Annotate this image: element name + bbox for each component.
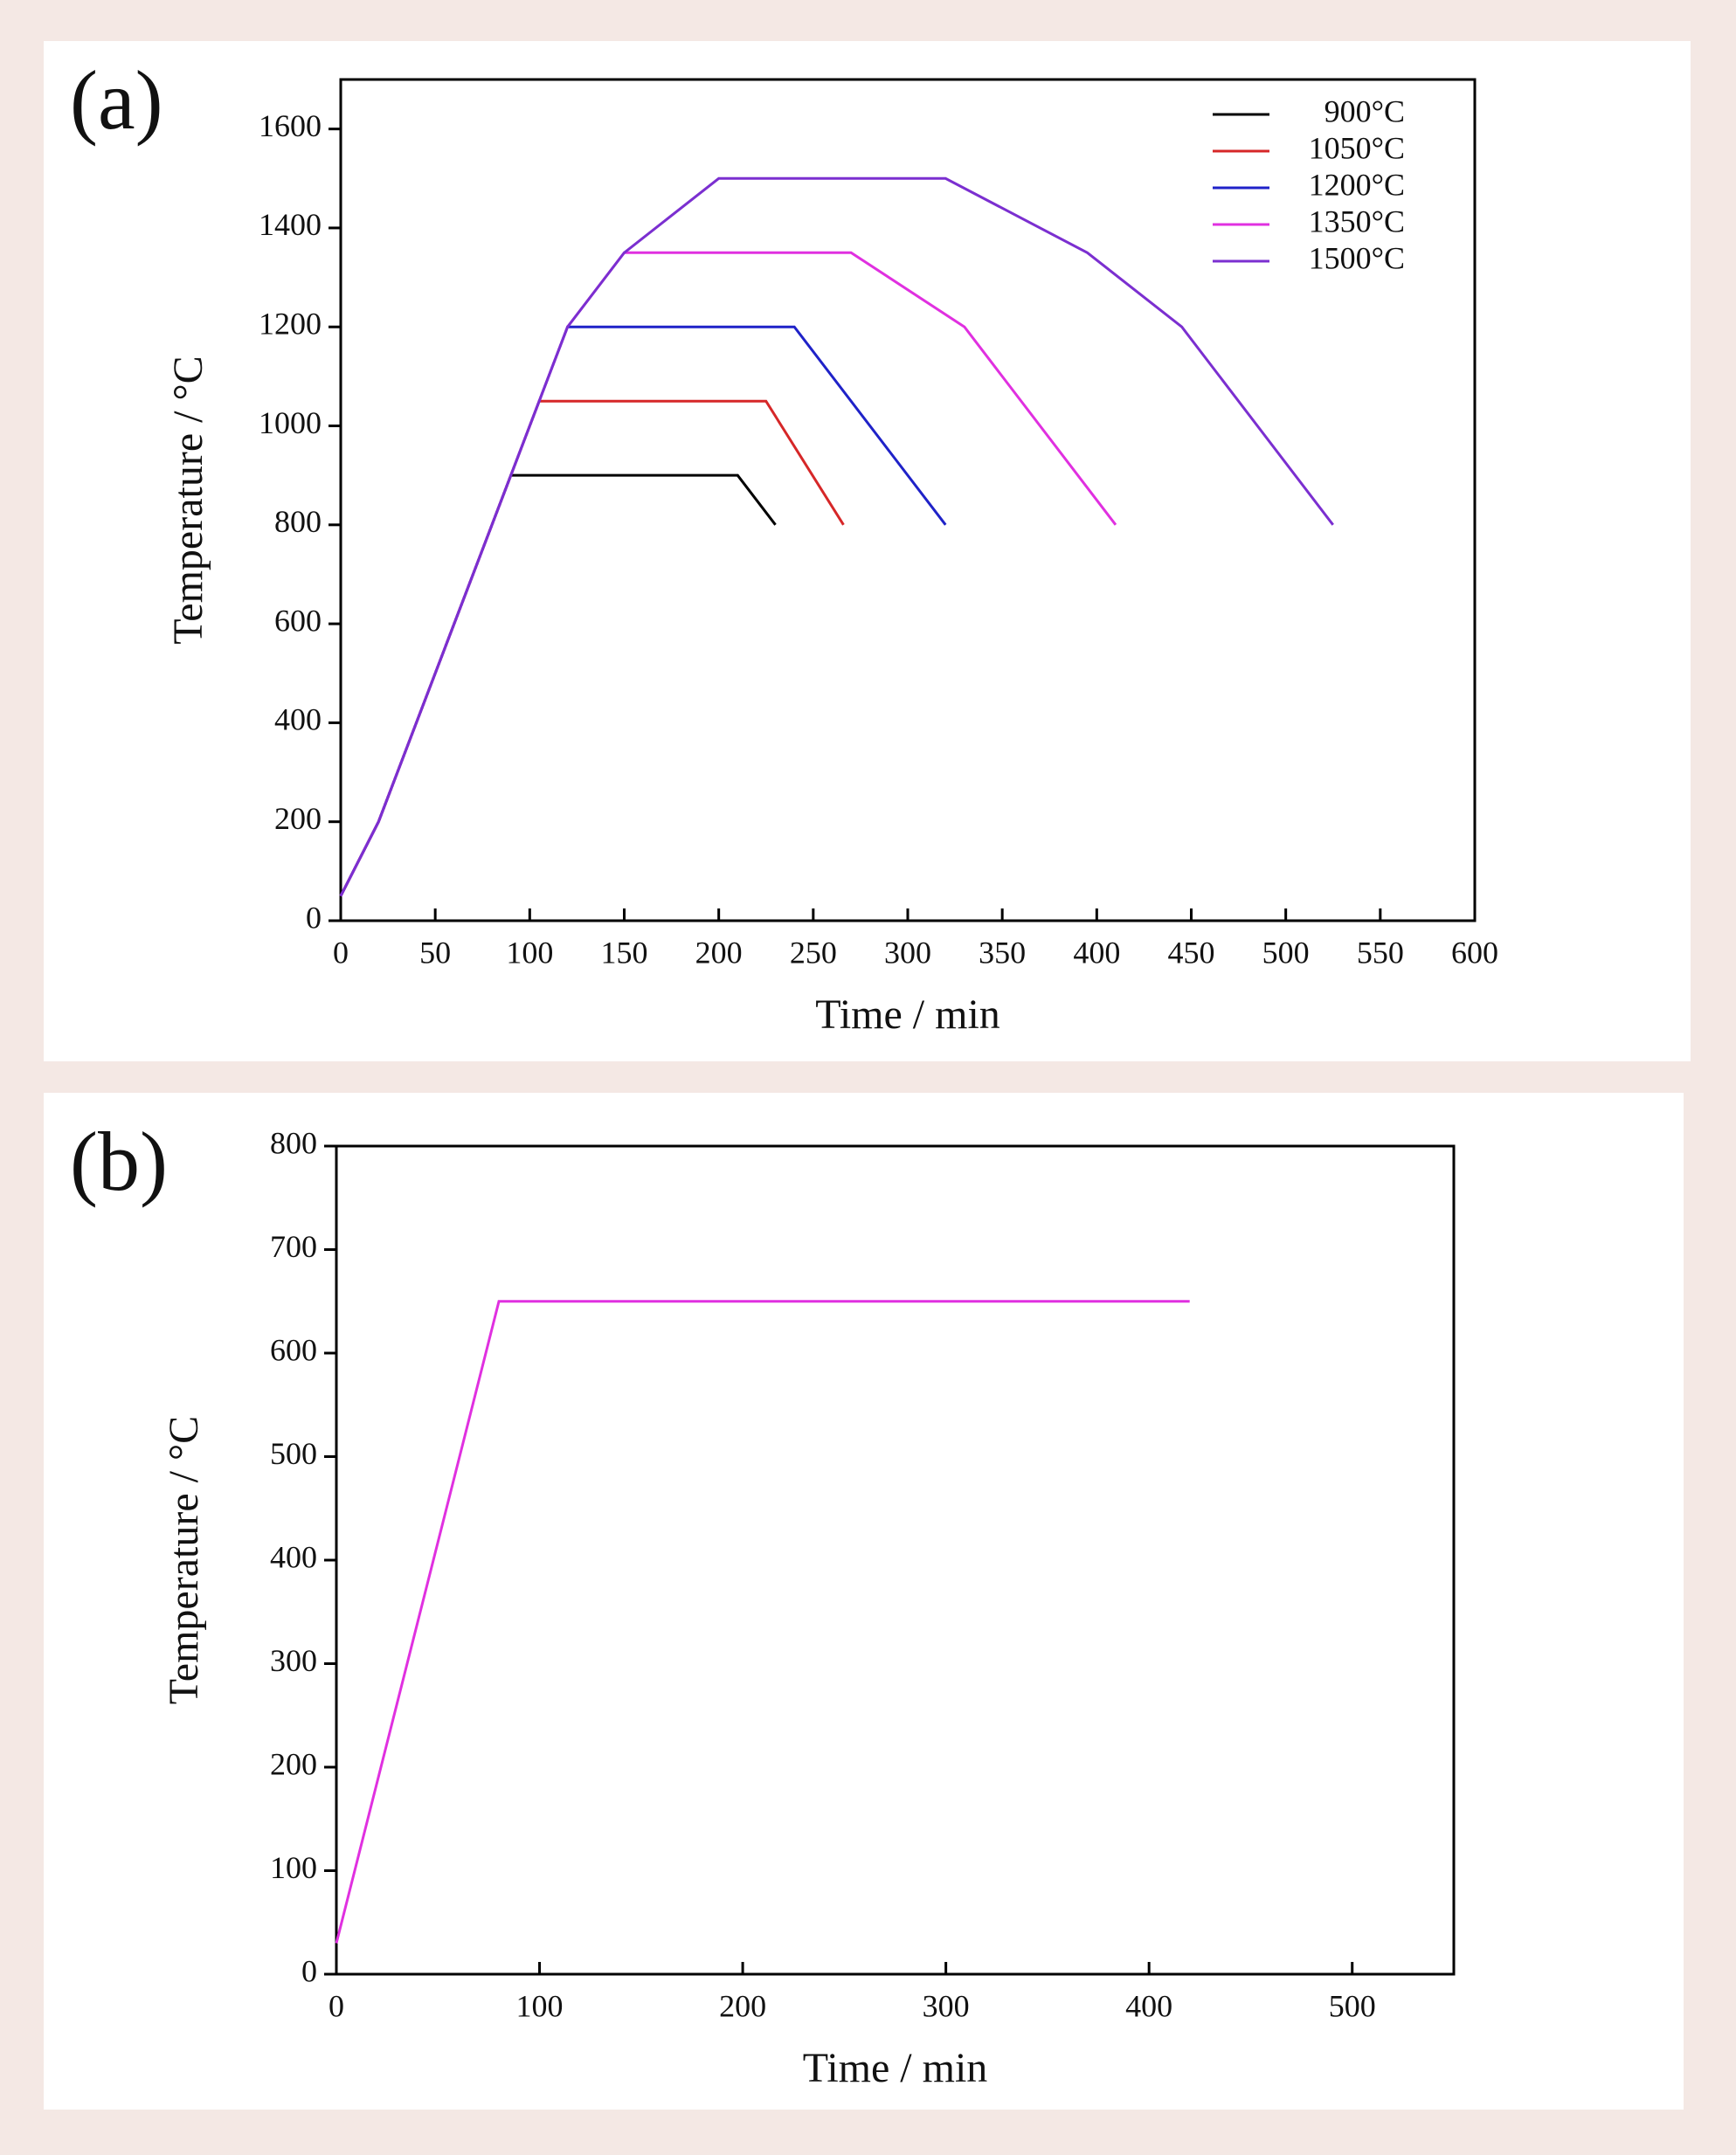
x-tick-label: 150 <box>601 935 648 970</box>
panel-a-background <box>44 41 1691 1061</box>
y-tick-label: 600 <box>274 603 322 638</box>
y-tick-label: 100 <box>270 1850 317 1885</box>
panel-b-background <box>44 1093 1684 2110</box>
x-tick-label: 600 <box>1451 935 1498 970</box>
y-tick-label: 1600 <box>259 108 322 143</box>
panel-label: (a) <box>70 53 163 147</box>
x-tick-label: 0 <box>333 935 349 970</box>
x-tick-label: 500 <box>1262 935 1310 970</box>
y-tick-label: 600 <box>270 1332 317 1367</box>
y-axis-title: Temperature / °C <box>165 356 211 644</box>
legend-label: 1350°C <box>1309 204 1405 238</box>
x-tick-label: 400 <box>1073 935 1120 970</box>
x-tick-label: 300 <box>884 935 931 970</box>
x-tick-label: 50 <box>419 935 451 970</box>
series-line <box>339 176 1334 897</box>
x-tick-label: 100 <box>516 1988 564 2023</box>
x-tick-label: 350 <box>979 935 1026 970</box>
y-tick-label: 500 <box>270 1436 317 1471</box>
x-tick-label: 450 <box>1168 935 1215 970</box>
x-tick-label: 0 <box>329 1988 344 2023</box>
x-tick-label: 300 <box>923 1988 970 2023</box>
x-tick-label: 500 <box>1329 1988 1376 2023</box>
y-tick-label: 300 <box>270 1643 317 1678</box>
y-tick-label: 400 <box>274 702 322 737</box>
x-axis-title: Time / min <box>803 2045 988 2091</box>
y-tick-label: 700 <box>270 1229 317 1264</box>
y-tick-label: 1200 <box>259 307 322 342</box>
x-tick-label: 200 <box>695 935 743 970</box>
y-tick-label: 400 <box>270 1539 317 1574</box>
y-tick-label: 1000 <box>259 405 322 440</box>
x-tick-label: 250 <box>790 935 837 970</box>
x-tick-label: 400 <box>1125 1988 1172 2023</box>
legend-label: 1500°C <box>1309 240 1405 275</box>
x-axis-title: Time / min <box>815 991 1000 1038</box>
series-line <box>335 1300 1190 1944</box>
x-tick-label: 200 <box>719 1988 766 2023</box>
y-axis-title: Temperature / °C <box>161 1416 207 1704</box>
x-tick-label: 100 <box>506 935 553 970</box>
legend-label: 900°C <box>1324 93 1405 128</box>
legend-label: 1050°C <box>1309 130 1405 165</box>
y-tick-label: 0 <box>306 900 322 935</box>
y-tick-label: 200 <box>274 801 322 836</box>
legend-label: 1200°C <box>1309 167 1405 202</box>
y-tick-label: 800 <box>270 1125 317 1160</box>
y-tick-label: 200 <box>270 1746 317 1781</box>
x-tick-label: 550 <box>1357 935 1404 970</box>
y-tick-label: 800 <box>274 504 322 539</box>
y-tick-label: 1400 <box>259 207 322 242</box>
y-tick-label: 0 <box>301 1953 317 1988</box>
panel-label: (b) <box>70 1115 168 1208</box>
